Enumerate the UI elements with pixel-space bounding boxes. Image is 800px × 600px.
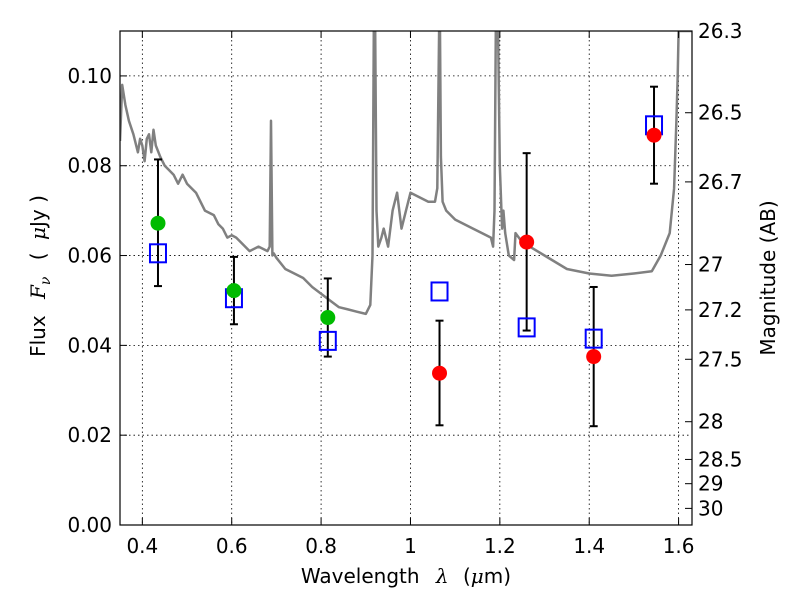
y-tick-label: 0.02	[67, 423, 112, 447]
x-tick-label: 1.6	[663, 534, 695, 558]
x-tick-label: 1	[404, 534, 417, 558]
mag-tick-label: 30	[698, 496, 723, 520]
model-point	[430, 281, 449, 302]
mag-tick-label: 26.7	[698, 170, 743, 194]
y-tick-label: 0.00	[67, 513, 112, 537]
y-tick-label: 0.04	[67, 333, 112, 357]
x-tick-label: 0.6	[216, 534, 248, 558]
x-tick-label: 1.4	[573, 534, 605, 558]
x-axis-title: Wavelength λ (μm)	[301, 564, 511, 588]
y-axis-title: Flux Fν ( μJy )	[26, 195, 55, 357]
x-tick-label: 0.4	[126, 534, 158, 558]
y2-axis-title: Magnitude (AB)	[756, 200, 780, 355]
observed-point-green	[320, 310, 336, 326]
x-tick-label: 0.8	[305, 534, 337, 558]
observed-point-green	[150, 215, 166, 231]
observed-point-red	[519, 234, 535, 250]
y-tick-label: 0.08	[67, 154, 112, 178]
model-point	[148, 243, 167, 264]
y-tick-label: 0.10	[67, 64, 112, 88]
mag-tick-label: 27	[698, 253, 723, 277]
mag-tick-label: 28.5	[698, 447, 743, 471]
mag-tick-label: 26.3	[698, 19, 743, 43]
model-point	[517, 317, 536, 338]
x-tick-label: 1.2	[484, 534, 516, 558]
plot-area	[120, 31, 692, 428]
plot-frame	[119, 30, 693, 526]
observed-point-green	[226, 283, 242, 299]
mag-tick-label: 27.2	[698, 298, 743, 322]
observed-point-red	[646, 127, 662, 143]
grid	[120, 31, 692, 526]
model-spectrum-line	[120, 31, 692, 316]
y-tick-label: 0.06	[67, 244, 112, 268]
model-point	[318, 330, 337, 351]
mag-tick-label: 26.5	[698, 101, 743, 125]
data-layer	[120, 31, 692, 428]
mag-tick-label: 27.5	[698, 347, 743, 371]
axes: 0.4 0.6 0.8 1 1.2 1.4 1.6 0.00 0.02 0.04 0.06 0.08 0…	[67, 19, 742, 558]
model-point	[584, 328, 603, 349]
observed-point-red	[586, 349, 602, 365]
observed-point-red	[432, 365, 448, 381]
mag-tick-label: 29	[698, 472, 723, 496]
mag-tick-label: 28	[698, 410, 723, 434]
